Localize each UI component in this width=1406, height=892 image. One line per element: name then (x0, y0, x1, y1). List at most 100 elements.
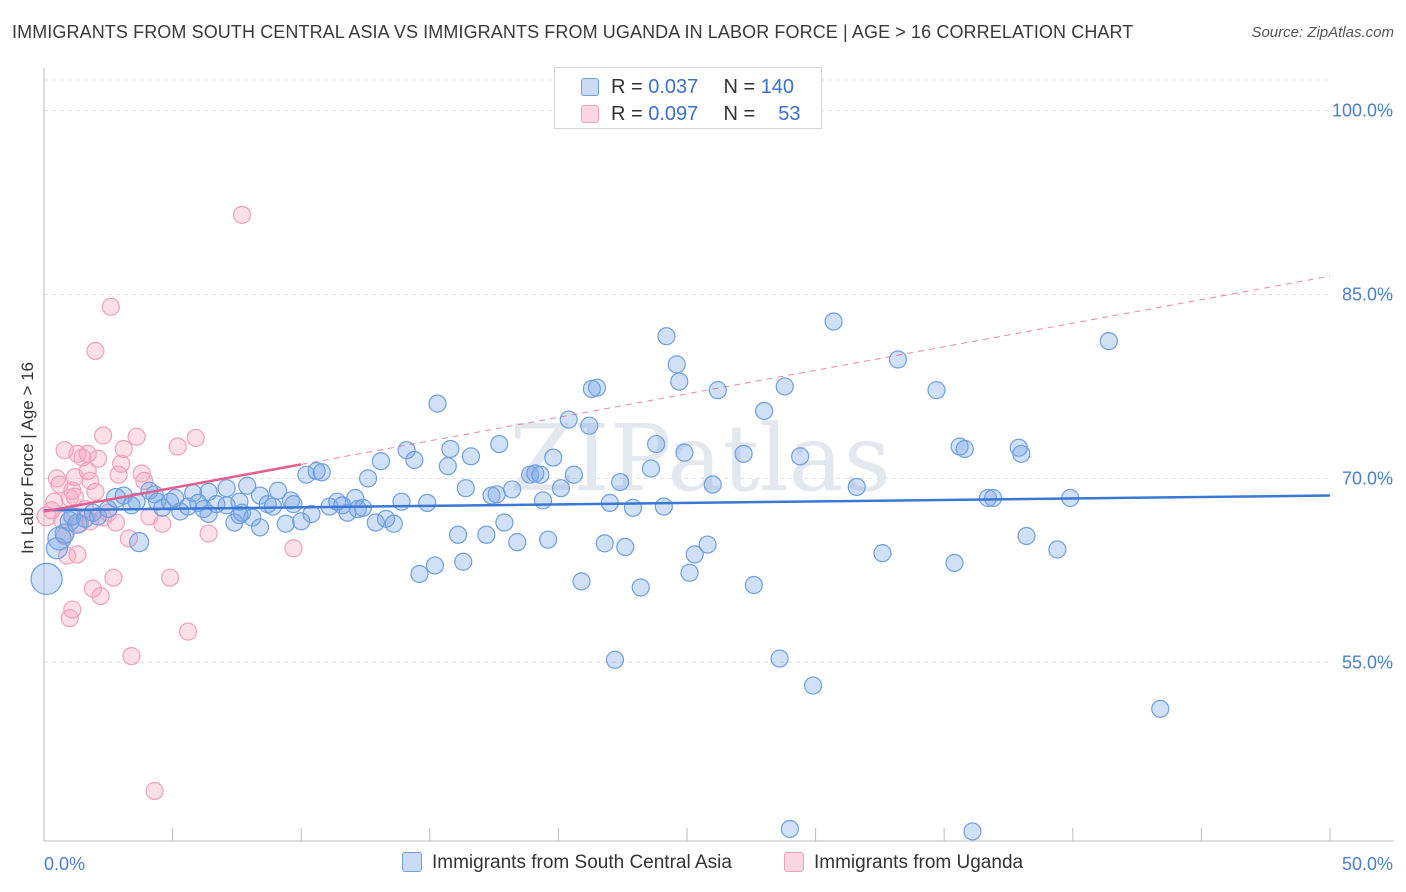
uganda-point (63, 600, 82, 619)
uganda-point (132, 464, 151, 483)
south-central-asia-point (425, 556, 445, 575)
uganda-point (199, 524, 218, 543)
south-central-asia-point (533, 491, 553, 510)
south-central-asia-point (384, 514, 403, 533)
uganda-point (109, 465, 128, 484)
south-central-asia-point (703, 475, 722, 494)
south-central-asia-point (268, 481, 288, 500)
south-central-asia-point (302, 504, 321, 524)
south-central-asia-point (744, 575, 763, 595)
south-central-asia-point (230, 506, 249, 525)
south-central-asia-point (587, 378, 607, 397)
bottom-legend-uganda: Immigrants from Uganda (784, 852, 1023, 874)
south-central-asia-point (405, 450, 424, 470)
south-central-asia-point (428, 394, 447, 413)
south-central-asia-point (392, 492, 411, 511)
uganda-point (106, 513, 126, 532)
south-central-asia-point (559, 410, 578, 429)
south-central-asia-point (199, 504, 218, 524)
chart-title: IMMIGRANTS FROM SOUTH CENTRAL ASIA VS IM… (12, 22, 1134, 42)
south-central-asia-point (1017, 526, 1036, 546)
south-central-asia-point (366, 513, 385, 532)
south-central-asia-point (250, 518, 270, 537)
south-central-asia-point (276, 514, 295, 533)
uganda-point (153, 514, 172, 533)
uganda-point (88, 449, 108, 468)
south-central-asia-point (647, 434, 666, 454)
south-central-asia-point (595, 534, 614, 553)
south-central-asia-point (418, 493, 437, 513)
legend-label: Immigrants from Uganda (814, 852, 1024, 873)
x-tick-label-max: 50.0% (1342, 854, 1393, 874)
south-central-asia-point (641, 459, 661, 478)
uganda-point (83, 579, 102, 598)
south-central-asia-point (531, 465, 550, 484)
uganda-point (86, 482, 105, 501)
uganda-point (101, 297, 120, 316)
south-central-asia-point (438, 457, 457, 476)
uganda-trend-line (43, 463, 302, 513)
south-central-asia-point (238, 476, 257, 495)
south-central-asia-point (791, 447, 810, 466)
south-central-asia-point (698, 535, 717, 554)
uganda-point (145, 781, 164, 801)
south-central-asia-point (945, 553, 964, 573)
south-central-asia-point (217, 479, 236, 498)
south-central-asia-point (963, 822, 982, 841)
south-central-asia-point (680, 563, 699, 582)
south-central-asia-point (670, 372, 689, 391)
south-central-asia-point (616, 537, 635, 557)
stats-legend: R = 0.037 N = 140 R = 0.097 N = 53 (554, 67, 822, 129)
south-central-asia-point (888, 350, 908, 369)
uganda-point (186, 428, 205, 448)
south-central-asia-point (358, 469, 378, 488)
south-central-asia-point (495, 513, 514, 532)
trend-lines (43, 275, 1331, 513)
uganda-point (81, 471, 100, 490)
south-central-asia-point (312, 463, 331, 482)
south-central-asia-point (544, 448, 563, 467)
south-central-asia-point (803, 676, 823, 695)
south-central-asia-point (775, 377, 794, 396)
south-central-asia-point (770, 649, 789, 668)
south-central-asia-point (631, 578, 650, 597)
south-central-asia-point (490, 434, 509, 454)
south-central-asia-point (978, 488, 998, 508)
south-central-asia-point (284, 495, 303, 514)
uganda-point (127, 427, 146, 446)
south-central-asia-point (685, 545, 704, 564)
south-central-asia-point (88, 507, 108, 526)
r-label: R = (611, 76, 643, 98)
south-central-asia-point (927, 381, 946, 400)
south-central-asia-point (410, 564, 429, 584)
uganda-point (160, 568, 180, 587)
uganda-point (112, 454, 131, 473)
south-central-asia-point (708, 381, 727, 400)
south-central-asia-point (539, 530, 558, 549)
south-central-asia-point (847, 477, 866, 497)
uganda-points (36, 205, 303, 801)
y-tick-label: 85.0% (1342, 285, 1393, 305)
south-central-asia-points (30, 312, 1170, 841)
uganda-point (284, 539, 303, 558)
south-central-asia-point (454, 552, 473, 571)
uganda-point (68, 545, 87, 564)
south-central-asia-point (955, 439, 974, 459)
south-central-asia-point (734, 444, 753, 463)
south-central-asia-point (667, 355, 686, 374)
y-axis-label: In Labor Force | Age > 16 (18, 362, 37, 554)
uganda-trend-line-projection (301, 275, 1331, 465)
south-central-asia-point (456, 479, 475, 498)
uganda-point (168, 437, 187, 456)
y-tick-label: 70.0% (1342, 468, 1393, 488)
south-central-asia-point (605, 650, 625, 669)
watermark: ZIPatlas (509, 405, 890, 512)
n-label: N = (723, 103, 756, 125)
south-central-asia-point (611, 472, 630, 492)
south-central-asia-point (503, 480, 522, 499)
south-central-asia-point (623, 498, 643, 517)
bottom-legend-south-central-asia: Immigrants from South Central Asia (402, 852, 732, 874)
uganda-point (232, 205, 252, 224)
y-axis-tick-labels: 55.0% 70.0% 85.0% 100.0% (1332, 101, 1393, 673)
